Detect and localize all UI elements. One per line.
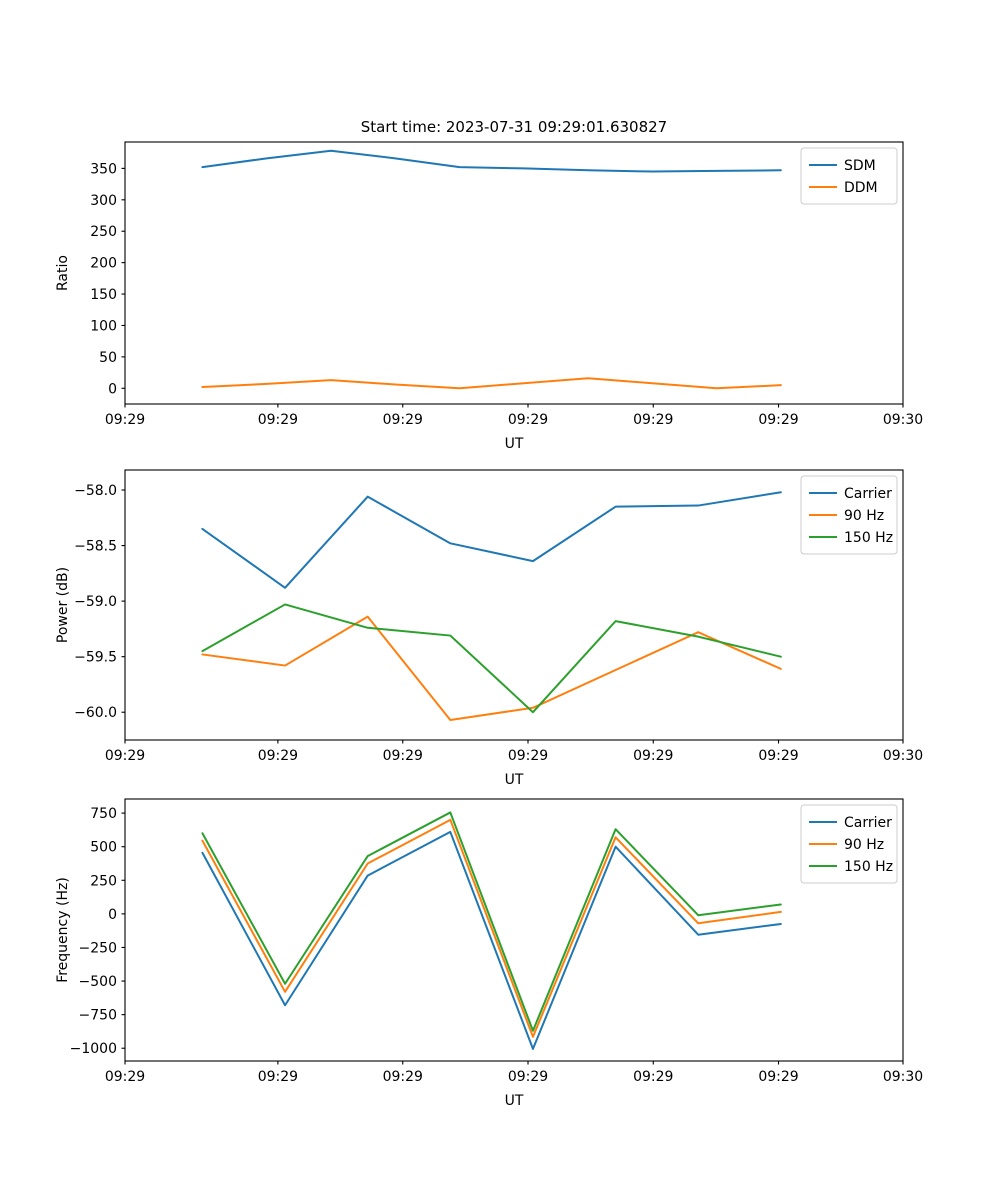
- legend-label-150-hz: 150 Hz: [844, 530, 893, 546]
- xtick-label-power: 09:29: [758, 748, 798, 764]
- yaxis-label-ratio: Ratio: [55, 255, 71, 291]
- xaxis-label-ratio: UT: [505, 436, 524, 452]
- plot-spines-ratio: [124, 141, 904, 405]
- ytick-label-power: −59.0: [74, 594, 117, 610]
- legend-frame-frequency: [800, 804, 898, 884]
- ytick-label-frequency: −500: [79, 974, 117, 990]
- axes-ratio: 0 50 100 150 200 250 300 350 09:29 09:29 09:29 09:2…: [55, 118, 923, 452]
- legend-label-90-hz: 90 Hz: [844, 508, 884, 524]
- legend-label-90-hz: 90 Hz: [844, 837, 884, 853]
- yaxis-label-frequency: Frequency (Hz): [55, 877, 71, 983]
- ytick-label-frequency: 250: [90, 873, 117, 889]
- plot-spines-frequency: [124, 798, 904, 1062]
- ytick-label-frequency: −750: [79, 1008, 117, 1024]
- ytick-label-frequency: 500: [90, 840, 117, 856]
- ytick-label-frequency: −250: [79, 940, 117, 956]
- xtick-label-ratio: 09:29: [758, 412, 798, 428]
- legend-ratio: SDM DDM: [800, 147, 898, 205]
- ytick-label-frequency: 0: [108, 907, 117, 923]
- ytick-label-ratio: 250: [90, 224, 117, 240]
- legend-label-sdm: SDM: [844, 158, 876, 174]
- ytick-label-frequency: −1000: [70, 1041, 117, 1057]
- ytick-label-power: −58.5: [74, 539, 117, 555]
- xtick-label-frequency: 09:30: [883, 1069, 923, 1085]
- ytick-label-ratio: 50: [99, 350, 117, 366]
- series-line-90-hz: [201, 818, 782, 1038]
- xtick-label-power: 09:30: [883, 748, 923, 764]
- legend-label-ddm: DDM: [844, 180, 878, 196]
- axes-power: −58.0 −58.5 −59.0 −59.5 −60.0 09:29 09:29 09:29…: [55, 469, 923, 788]
- yaxis-label-power: Power (dB): [55, 567, 71, 643]
- ytick-label-ratio: 100: [90, 318, 117, 334]
- ytick-label-power: −60.0: [74, 705, 117, 721]
- xtick-label-ratio: 09:29: [105, 412, 145, 428]
- ytick-label-power: −59.5: [74, 650, 117, 666]
- xtick-label-frequency: 09:29: [383, 1069, 423, 1085]
- ytick-label-power: −58.0: [74, 483, 117, 499]
- series-line-150-hz: [201, 603, 782, 714]
- ytick-label-ratio: 0: [108, 381, 117, 397]
- axes-frequency: −1000 −750 −500 −250 0 250 500 750 09:29 09:29 09:…: [55, 798, 923, 1109]
- legend-label-carrier: Carrier: [844, 486, 892, 502]
- legend-label-150-hz: 150 Hz: [844, 859, 893, 875]
- xtick-label-power: 09:29: [508, 748, 548, 764]
- series-line-sdm: [201, 149, 782, 173]
- ytick-label-frequency: 750: [90, 806, 117, 822]
- series-line-150-hz: [201, 811, 782, 1032]
- series-line-ddm: [201, 377, 782, 390]
- xtick-label-power: 09:29: [105, 748, 145, 764]
- legend-power: Carrier 90 Hz 150 Hz: [800, 475, 898, 555]
- ytick-label-ratio: 150: [90, 287, 117, 303]
- xtick-label-frequency: 09:29: [508, 1069, 548, 1085]
- legend-frame-power: [800, 475, 898, 555]
- xaxis-label-power: UT: [505, 772, 524, 788]
- xtick-label-ratio: 09:29: [258, 412, 298, 428]
- series-line-90-hz: [201, 615, 782, 721]
- xtick-label-power: 09:29: [633, 748, 673, 764]
- xtick-label-ratio: 09:29: [383, 412, 423, 428]
- xtick-label-frequency: 09:29: [758, 1069, 798, 1085]
- figure-title: Start time: 2023-07-31 09:29:01.630827: [361, 118, 667, 136]
- xtick-label-power: 09:29: [258, 748, 298, 764]
- plot-spines-power: [124, 469, 904, 741]
- xaxis-label-frequency: UT: [505, 1093, 524, 1109]
- xtick-label-power: 09:29: [383, 748, 423, 764]
- xtick-label-ratio: 09:29: [508, 412, 548, 428]
- ytick-label-ratio: 350: [90, 161, 117, 177]
- ytick-label-ratio: 200: [90, 256, 117, 272]
- legend-label-carrier: Carrier: [844, 815, 892, 831]
- xtick-label-frequency: 09:29: [105, 1069, 145, 1085]
- legend-frequency: Carrier 90 Hz 150 Hz: [800, 804, 898, 884]
- xtick-label-frequency: 09:29: [258, 1069, 298, 1085]
- series-line-carrier: [201, 830, 782, 1050]
- xtick-label-ratio: 09:29: [633, 412, 673, 428]
- series-line-carrier: [201, 491, 782, 589]
- xtick-label-ratio: 09:30: [883, 412, 923, 428]
- ytick-label-ratio: 300: [90, 193, 117, 209]
- xtick-label-frequency: 09:29: [633, 1069, 673, 1085]
- legend-frame-ratio: [800, 147, 898, 205]
